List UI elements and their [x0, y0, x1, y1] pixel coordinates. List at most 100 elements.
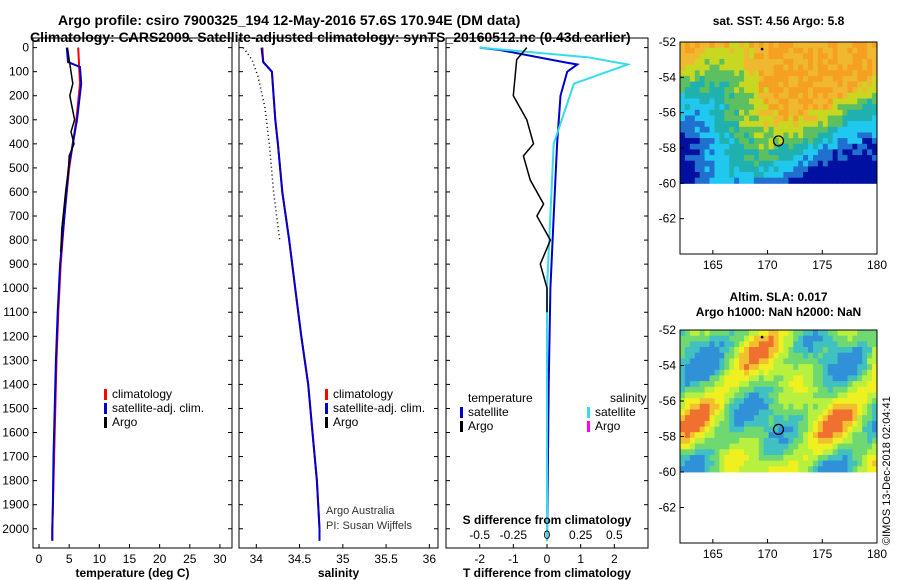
map-cell — [867, 53, 873, 60]
map-cell — [827, 369, 834, 376]
map-cell — [778, 132, 784, 139]
map-cell — [822, 443, 829, 450]
map-cell — [783, 386, 789, 393]
map-cell — [813, 352, 819, 359]
panel-1-frame — [238, 37, 439, 549]
map-cell — [788, 352, 794, 359]
map-cell — [763, 460, 769, 467]
legend-swatch — [104, 417, 107, 428]
map-cell — [783, 155, 789, 162]
map-cell — [827, 75, 834, 82]
map-cell — [852, 42, 858, 49]
map-cell — [680, 98, 686, 105]
map-cell — [773, 166, 779, 173]
map-cell — [842, 398, 848, 405]
map-cell — [813, 369, 819, 376]
map-cell — [852, 386, 858, 393]
legend-swatch — [325, 417, 328, 428]
map-cell — [729, 420, 735, 427]
map-cell — [763, 98, 769, 105]
map-cell — [857, 466, 863, 473]
map-cell — [729, 115, 735, 122]
map-cell — [793, 398, 799, 405]
map-cell — [798, 64, 804, 71]
map-cell — [709, 335, 715, 342]
figure-title-line2: Climatology: CARS2009. Satellite-adjuste… — [30, 29, 631, 45]
map-cell — [744, 358, 750, 365]
map-cell — [798, 403, 804, 410]
map-cell — [837, 87, 843, 94]
map-cell — [680, 443, 686, 450]
map-cell — [744, 177, 750, 184]
map-cell — [788, 155, 794, 162]
map-cell — [734, 415, 740, 422]
map-cell — [709, 392, 715, 399]
map-cell — [832, 432, 838, 439]
map-cell — [680, 87, 686, 94]
map-cell — [788, 330, 794, 337]
map-cell — [793, 87, 799, 94]
map-cell — [813, 53, 819, 60]
map-cell — [714, 155, 720, 162]
map-cell — [734, 92, 740, 99]
map-cell — [768, 75, 774, 82]
map-cell — [689, 149, 696, 156]
map-cell — [680, 352, 686, 359]
map-cell — [694, 443, 701, 450]
map-cell — [793, 42, 799, 49]
map-cell — [714, 432, 720, 439]
map-cell — [832, 341, 838, 348]
map-cell — [694, 109, 701, 116]
map-cell — [749, 70, 755, 77]
map-cell — [798, 75, 804, 82]
map-cell — [832, 81, 838, 88]
map-cell — [857, 426, 863, 433]
map-cell — [832, 437, 838, 444]
map-cell — [773, 155, 779, 162]
map-cell — [758, 437, 765, 444]
map-cell — [778, 460, 784, 467]
map-cell — [783, 98, 789, 105]
map-cell — [857, 392, 863, 399]
panel-0-xtick-label: 15 — [123, 552, 137, 566]
map-cell — [684, 155, 691, 162]
map-xtick-label: 180 — [867, 258, 887, 272]
map-cell — [862, 87, 868, 94]
map-cell — [744, 47, 750, 54]
map-cell — [753, 409, 760, 416]
map-cell — [793, 386, 799, 393]
map-cell — [689, 415, 696, 422]
depth-tick-label: 0 — [22, 41, 29, 55]
map-cell — [734, 75, 740, 82]
map-cell — [724, 392, 730, 399]
map-cell — [719, 381, 725, 388]
map-cell — [852, 409, 858, 416]
series-line-salinity-satellite — [479, 46, 632, 541]
map-cell — [768, 386, 774, 393]
map-cell — [719, 392, 725, 399]
map-cell — [813, 460, 819, 467]
depth-tick-label: 1500 — [2, 401, 29, 415]
map-cell — [684, 177, 691, 184]
map-cell — [847, 143, 853, 150]
map-cell — [788, 432, 794, 439]
map-cell — [778, 59, 784, 66]
map-cell — [778, 160, 784, 167]
map-cell — [813, 341, 819, 348]
map-cell — [857, 92, 863, 99]
map-cell — [803, 409, 809, 416]
map-cell — [817, 364, 824, 371]
map-cell — [689, 64, 696, 71]
map-cell — [803, 81, 809, 88]
map-cell — [788, 138, 794, 145]
series-line-temperature-argo — [512, 47, 552, 313]
map-cell — [699, 70, 705, 77]
map-cell — [768, 92, 774, 99]
legend-label: Argo — [112, 415, 138, 429]
map-cell — [724, 75, 730, 82]
map-cell — [808, 443, 814, 450]
map-cell — [798, 443, 804, 450]
map-cell — [694, 386, 701, 393]
map-cell — [734, 132, 740, 139]
map-cell — [857, 460, 863, 467]
